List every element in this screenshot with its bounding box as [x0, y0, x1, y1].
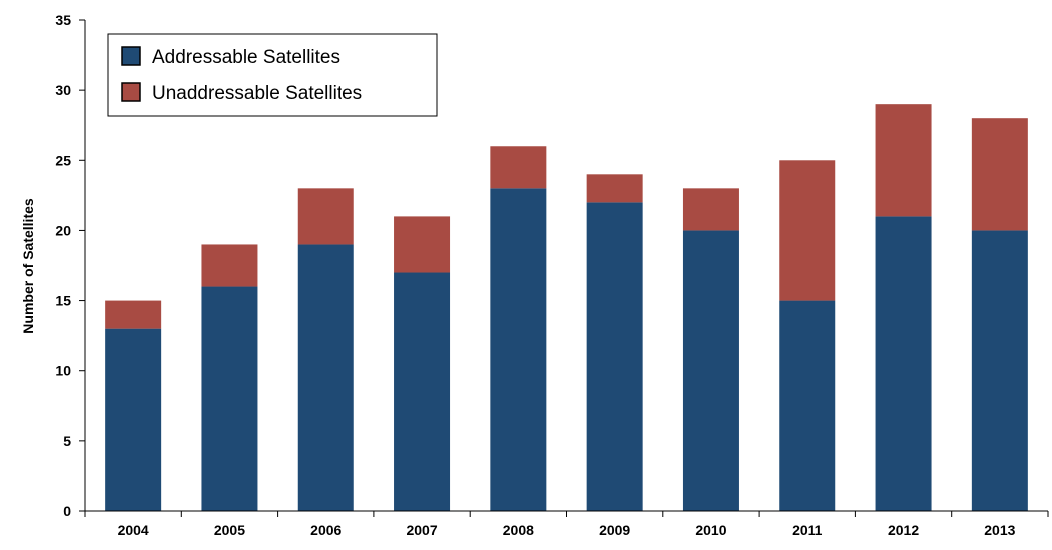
bar-addressable-2011: [779, 300, 836, 511]
x-tick-label-2011: 2011: [792, 522, 823, 538]
y-axis-title: Number of Satellites: [20, 198, 36, 334]
bars-group: [105, 104, 1028, 512]
bar-unaddressable-2008: [490, 146, 547, 189]
bar-unaddressable-2004: [105, 300, 162, 329]
bar-addressable-2006: [297, 244, 354, 511]
bar-addressable-2010: [682, 230, 739, 511]
x-tick-labels: 2004 2005 2006 2007 2008 2009 2010 2011 2012 2013: [84, 511, 1049, 538]
legend-label-unaddressable: Unaddressable Satellites: [152, 83, 362, 104]
bar-addressable-2013: [971, 230, 1028, 511]
bar-addressable-2009: [586, 202, 643, 511]
x-tick-label-2007: 2007: [406, 522, 437, 538]
legend-swatch-unaddressable: [121, 82, 141, 102]
y-tick-labels: 0 5 10 15 20 25 30 35: [55, 12, 85, 519]
legend-swatch-addressable: [121, 46, 141, 66]
x-tick-label-2010: 2010: [695, 522, 726, 538]
y-tick-label: 35: [55, 12, 71, 28]
y-tick-label: 15: [55, 293, 71, 309]
bar-addressable-2005: [201, 286, 258, 511]
x-tick-label-2008: 2008: [503, 522, 534, 538]
legend: Addressable Satellites Unaddressable Sat…: [107, 33, 438, 117]
y-tick-label: 30: [55, 82, 71, 98]
y-tick-label: 0: [63, 503, 71, 519]
bar-addressable-2012: [875, 216, 932, 511]
y-tick-label: 25: [55, 152, 71, 168]
bar-unaddressable-2010: [682, 188, 739, 231]
bar-unaddressable-2006: [297, 188, 354, 245]
bar-addressable-2007: [394, 272, 451, 511]
y-tick-label: 5: [63, 433, 71, 449]
x-tick-label-2013: 2013: [984, 522, 1015, 538]
legend-box: [107, 33, 438, 117]
x-tick-label-2006: 2006: [310, 522, 341, 538]
bar-unaddressable-2007: [394, 216, 451, 273]
bar-unaddressable-2005: [201, 244, 258, 287]
bar-addressable-2004: [105, 328, 162, 511]
x-tick-label-2009: 2009: [599, 522, 630, 538]
y-tick-label: 10: [55, 363, 71, 379]
bar-unaddressable-2011: [779, 160, 836, 301]
x-tick-label-2004: 2004: [118, 522, 149, 538]
bar-unaddressable-2013: [971, 118, 1028, 231]
bar-addressable-2008: [490, 188, 547, 512]
y-tick-label: 20: [55, 222, 71, 238]
x-tick-label-2005: 2005: [214, 522, 245, 538]
legend-label-addressable: Addressable Satellites: [152, 47, 340, 68]
bar-unaddressable-2009: [586, 174, 643, 203]
bar-unaddressable-2012: [875, 104, 932, 217]
x-tick-label-2012: 2012: [888, 522, 919, 538]
